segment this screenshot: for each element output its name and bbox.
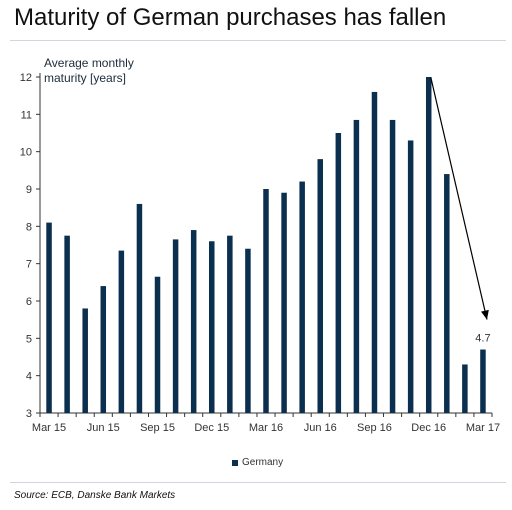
source-note: Source: ECB, Danske Bank Markets: [14, 490, 176, 501]
bar: [46, 222, 52, 413]
x-tick-label: Dec 16: [411, 422, 446, 434]
title-divider: [10, 40, 506, 41]
bar: [118, 250, 125, 413]
bar: [444, 174, 450, 413]
y-tick-label: 12: [20, 72, 32, 84]
bar: [425, 77, 432, 413]
annotation-arrow-line: [430, 76, 488, 320]
x-tick-label: Mar 15: [32, 422, 66, 434]
bar: [480, 349, 486, 413]
legend-label-germany: Germany: [242, 457, 284, 468]
y-tick-label: 6: [26, 296, 32, 308]
bar: [281, 192, 287, 413]
bar: [64, 235, 70, 413]
y-axis-label-line-1: Average monthly: [44, 56, 134, 70]
bar: [353, 119, 360, 413]
x-tick-label: Sep 15: [140, 422, 175, 434]
chart-title: Maturity of German purchases has fallen: [14, 4, 447, 31]
y-tick-label: 3: [26, 408, 32, 420]
bar: [335, 133, 342, 413]
bar: [263, 189, 269, 413]
y-tick-label: 8: [26, 221, 32, 233]
x-tick-label: Mar 17: [466, 422, 500, 434]
bar: [389, 119, 396, 413]
bar: [371, 91, 378, 413]
bar: [100, 286, 107, 413]
x-tick-label: Mar 16: [249, 422, 283, 434]
bar: [317, 159, 323, 413]
bar: [245, 248, 251, 413]
annotation-label: 4.7: [475, 333, 490, 345]
y-axis-label-line-2: maturity [years]: [44, 71, 127, 85]
bar: [462, 364, 468, 413]
bar: [209, 241, 215, 413]
y-tick-label: 10: [20, 147, 32, 159]
y-tick-label: 7: [26, 259, 32, 271]
annotation-arrowhead: [481, 309, 489, 320]
y-tick-label: 11: [21, 109, 32, 121]
x-tick-label: Dec 15: [194, 422, 229, 434]
bar: [82, 308, 88, 413]
source-divider: [10, 482, 506, 483]
bar: [190, 230, 197, 413]
bar: [172, 239, 179, 413]
bar: [227, 235, 233, 413]
bar: [299, 181, 305, 413]
bar: [407, 140, 414, 413]
x-tick-label: Sep 16: [357, 422, 392, 434]
x-tick-label: Jun 15: [87, 422, 120, 434]
legend-swatch-germany: [232, 459, 238, 466]
y-tick-label: 5: [26, 333, 32, 345]
bar: [136, 203, 143, 413]
x-tick-label: Jun 16: [304, 422, 337, 434]
y-tick-label: 9: [26, 184, 32, 196]
y-tick-label: 4: [26, 371, 32, 383]
legend: Germany: [232, 457, 283, 468]
y-axis-label: Average monthly maturity [years]: [44, 56, 134, 86]
bar: [154, 276, 161, 413]
